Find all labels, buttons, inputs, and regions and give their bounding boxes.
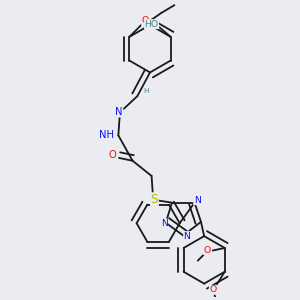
Text: O: O	[204, 246, 211, 255]
Text: N: N	[115, 107, 123, 117]
Text: HO: HO	[145, 20, 159, 28]
Text: O: O	[109, 150, 116, 161]
Text: N: N	[161, 219, 168, 228]
Text: O: O	[209, 285, 217, 294]
Text: H: H	[143, 88, 149, 94]
Text: NH: NH	[99, 130, 114, 140]
Text: N: N	[184, 232, 190, 241]
Text: S: S	[151, 193, 158, 206]
Text: N: N	[194, 196, 200, 205]
Text: O: O	[142, 16, 149, 26]
